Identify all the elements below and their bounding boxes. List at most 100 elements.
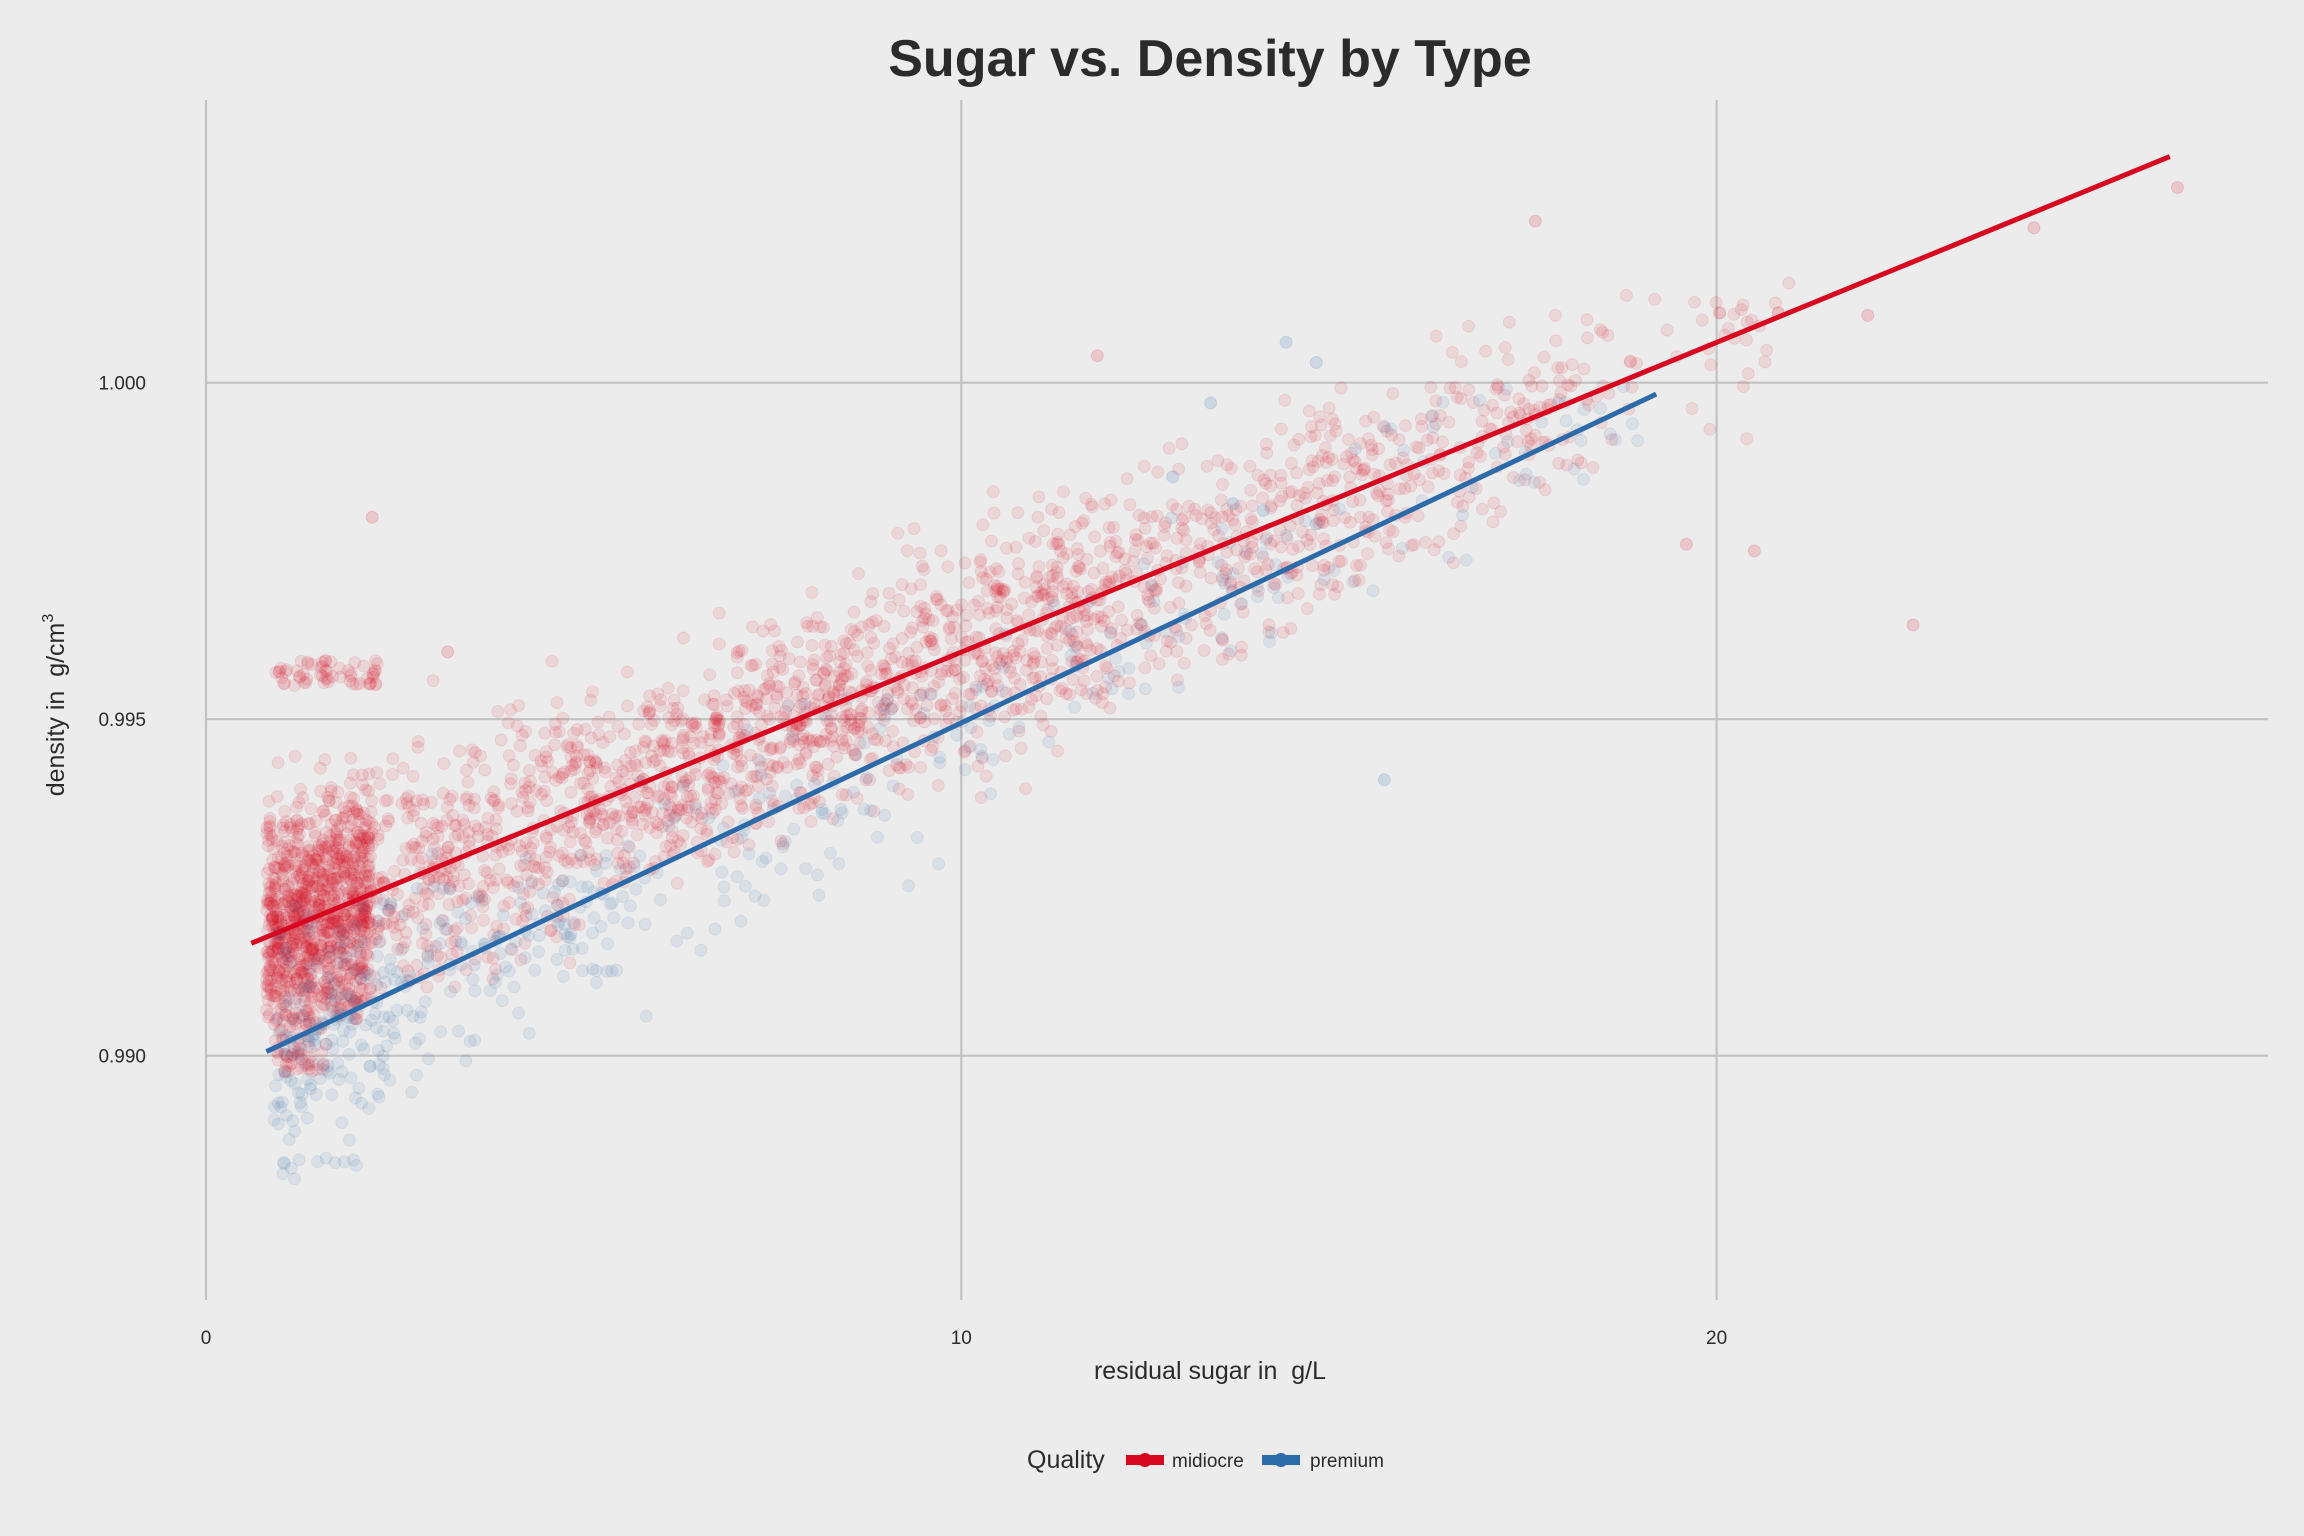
point-premium-449	[1215, 631, 1229, 645]
point-midiocre-283	[337, 912, 351, 926]
point-midiocre-960	[302, 844, 315, 858]
point-midiocre-2057	[708, 793, 722, 807]
point-midiocre-387	[262, 918, 276, 932]
point-midiocre-3073	[1660, 323, 1674, 337]
point-midiocre-2581	[1361, 547, 1374, 561]
point-midiocre-149	[331, 942, 345, 956]
point-midiocre-2998	[1462, 319, 1475, 333]
point-midiocre-1212	[491, 705, 505, 718]
point-midiocre-2759	[1286, 542, 1300, 556]
point-premium-305	[969, 683, 983, 697]
point-premium-458	[1002, 727, 1016, 741]
point-midiocre-444	[355, 956, 369, 970]
point-midiocre-1336	[370, 765, 384, 779]
point-midiocre-3092	[1861, 308, 1875, 322]
point-midiocre-508	[289, 888, 303, 902]
point-midiocre-239	[266, 871, 280, 885]
point-premium-364	[633, 849, 647, 863]
point-premium-329	[742, 847, 756, 861]
point-premium-233	[394, 943, 408, 957]
point-premium-452	[1218, 576, 1232, 590]
point-premium-167	[276, 1167, 290, 1181]
point-midiocre-1922	[674, 714, 688, 728]
point-midiocre-1109	[305, 658, 319, 672]
point-midiocre-509	[286, 845, 300, 859]
point-midiocre-462	[321, 892, 335, 906]
point-premium-103	[311, 1058, 325, 1072]
point-midiocre-1200	[453, 744, 466, 758]
point-midiocre-314	[333, 945, 347, 959]
point-midiocre-909	[283, 818, 297, 831]
point-midiocre-1916	[617, 727, 631, 741]
point-midiocre-455	[324, 784, 338, 798]
point-midiocre-238	[326, 875, 340, 889]
point-midiocre-2815	[1170, 531, 1184, 545]
point-midiocre-225	[289, 938, 303, 952]
point-midiocre-2752	[1304, 430, 1318, 444]
point-midiocre-254	[300, 935, 314, 949]
point-midiocre-173	[357, 976, 371, 990]
point-midiocre-1407	[486, 881, 500, 894]
point-midiocre-152	[274, 983, 288, 997]
point-midiocre-982	[329, 879, 343, 893]
point-midiocre-450	[276, 997, 290, 1011]
point-midiocre-3043	[1379, 536, 1393, 549]
point-midiocre-447	[330, 827, 344, 841]
point-midiocre-296	[294, 899, 308, 912]
point-midiocre-261	[338, 869, 352, 883]
point-premium-277	[421, 956, 435, 970]
point-midiocre-109	[290, 800, 303, 814]
point-midiocre-1910	[735, 644, 749, 657]
point-midiocre-987	[320, 852, 333, 866]
point-midiocre-441	[328, 914, 342, 928]
point-midiocre-0	[329, 840, 343, 854]
point-midiocre-290	[287, 899, 301, 913]
point-midiocre-2344	[914, 760, 928, 774]
point-midiocre-218	[323, 834, 337, 848]
point-midiocre-140	[264, 960, 278, 974]
point-premium-121	[324, 996, 338, 1010]
point-premium-299	[416, 921, 430, 935]
point-midiocre-2035	[773, 742, 787, 756]
point-midiocre-1144	[437, 757, 451, 770]
point-midiocre-2714	[1235, 640, 1249, 654]
point-midiocre-3099	[441, 645, 455, 659]
point-midiocre-46	[292, 860, 306, 873]
point-midiocre-2547	[1051, 535, 1065, 549]
legend: Quality midiocre premium	[1027, 1446, 1384, 1474]
point-midiocre-486	[349, 801, 363, 815]
point-premium-460	[1102, 671, 1116, 685]
point-midiocre-298	[301, 972, 315, 986]
point-premium-52	[300, 1111, 314, 1125]
point-midiocre-422	[364, 982, 377, 995]
point-midiocre-2312	[1051, 744, 1065, 758]
point-midiocre-468	[352, 858, 366, 872]
point-midiocre-286	[313, 924, 327, 938]
point-premium-102	[321, 970, 335, 984]
point-premium-252	[525, 907, 539, 921]
point-midiocre-2894	[1527, 366, 1541, 380]
point-midiocre-947	[270, 834, 284, 848]
point-midiocre-2368	[972, 594, 986, 608]
point-midiocre-1987	[700, 824, 714, 838]
legend-key-premium	[1262, 1453, 1300, 1467]
point-midiocre-233	[264, 893, 278, 907]
point-midiocre-2445	[1015, 702, 1028, 716]
point-midiocre-1921	[638, 803, 652, 817]
point-midiocre-456	[273, 889, 287, 903]
point-midiocre-1870	[813, 620, 827, 634]
point-midiocre-431	[272, 947, 286, 961]
point-midiocre-2012	[805, 796, 819, 810]
point-midiocre-2484	[861, 659, 875, 673]
point-midiocre-181	[324, 916, 338, 930]
point-midiocre-388	[324, 934, 338, 948]
point-midiocre-386	[269, 989, 283, 1003]
point-midiocre-54	[355, 965, 369, 979]
point-midiocre-1992	[831, 683, 845, 697]
point-midiocre-2508	[855, 620, 868, 634]
point-premium-421	[1104, 626, 1118, 640]
point-premium-465	[1172, 630, 1186, 643]
point-premium-177	[398, 908, 412, 921]
point-premium-244	[590, 864, 604, 878]
point-midiocre-3041	[1442, 415, 1456, 429]
